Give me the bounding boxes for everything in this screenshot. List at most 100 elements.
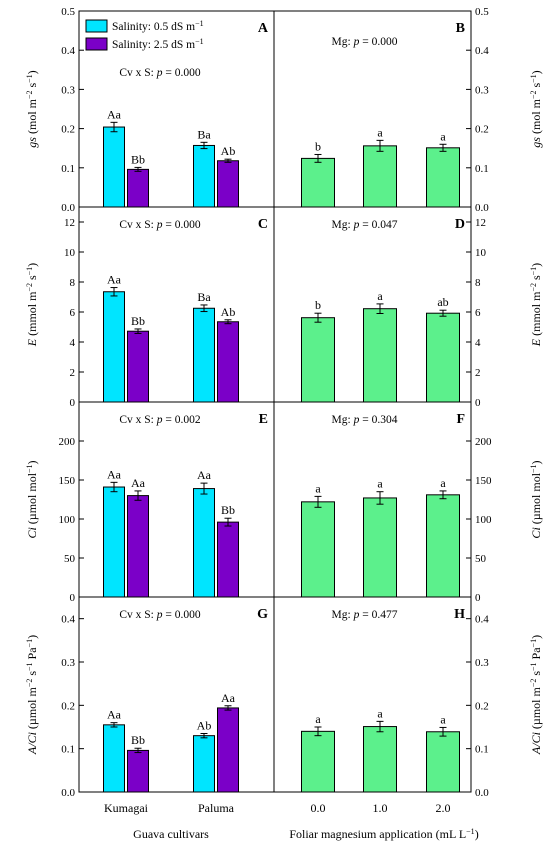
bar-label: a bbox=[440, 712, 446, 726]
bar-label: a bbox=[377, 477, 383, 491]
bar-label: Aa bbox=[107, 467, 122, 481]
y-tick-label: 0 bbox=[70, 592, 76, 604]
y-axis-label: E (mmol m−2 s−1) bbox=[529, 263, 544, 347]
legend-label: Salinity: 2.5 dS m−1 bbox=[112, 37, 204, 52]
panel-C: 0 2 4 6 8 10 12 E (mmol m−2 s−1) C Cv x S: p = 0.… bbox=[25, 217, 269, 409]
bar bbox=[103, 486, 125, 598]
y-tick-label: 0.4 bbox=[61, 45, 75, 57]
y-tick-label: 4 bbox=[70, 337, 76, 349]
bar-label: Ab bbox=[197, 719, 212, 733]
panel-letter: B bbox=[456, 21, 465, 36]
bar bbox=[193, 488, 215, 598]
bar bbox=[363, 497, 397, 598]
y-tick-label: 0.3 bbox=[61, 84, 75, 96]
bar bbox=[193, 307, 215, 403]
panel-letter: H bbox=[454, 607, 465, 622]
panel-D: 0 2 4 6 8 10 12 E (mmol m−2 s−1) D Mg: p = 0.047 b… bbox=[301, 217, 544, 409]
bar-label: Aa bbox=[221, 691, 236, 705]
y-tick-label: 0.2 bbox=[475, 700, 489, 712]
stat-text: Mg: p = 0.047 bbox=[332, 219, 398, 231]
y-tick-label: 0.4 bbox=[475, 614, 489, 626]
bar bbox=[363, 308, 397, 403]
panel-E: 0 50 100 150 200 Ci (µmol mol−1) E Cv x S: p = … bbox=[25, 412, 269, 604]
y-tick-label: 0.2 bbox=[61, 124, 75, 136]
panel-letter: A bbox=[258, 21, 269, 36]
legend-swatch bbox=[85, 37, 108, 51]
y-axis-label: gs (mol m−2 s−1) bbox=[25, 70, 40, 147]
bar-label: b bbox=[315, 298, 321, 312]
bar-label: ab bbox=[437, 295, 448, 309]
x-tick-label: Paluma bbox=[198, 801, 235, 815]
bar-label: Ab bbox=[221, 144, 236, 158]
bar-label: b bbox=[315, 139, 321, 153]
bar bbox=[301, 317, 335, 403]
stat-text: Cv x S: p = 0.000 bbox=[119, 609, 201, 621]
bar bbox=[193, 735, 215, 793]
y-tick-label: 200 bbox=[59, 436, 76, 448]
bar bbox=[217, 521, 239, 598]
y-tick-label: 0 bbox=[475, 592, 481, 604]
x-tick-label: Kumagai bbox=[104, 801, 149, 815]
bar bbox=[103, 126, 125, 208]
x-tick-label: 1.0 bbox=[373, 801, 388, 815]
y-tick-label: 150 bbox=[59, 475, 76, 487]
y-tick-label: 4 bbox=[475, 337, 481, 349]
y-tick-label: 0 bbox=[475, 397, 481, 409]
panel-letter: F bbox=[456, 412, 465, 427]
bar bbox=[127, 330, 149, 403]
bar bbox=[217, 321, 239, 403]
bar-label: Aa bbox=[107, 107, 122, 121]
bar-label: a bbox=[315, 481, 321, 495]
y-axis-label: E (mmol m−2 s−1) bbox=[25, 263, 40, 347]
bar bbox=[127, 495, 149, 598]
bar-label: a bbox=[377, 706, 383, 720]
y-axis-label: Ci (µmol mol−1) bbox=[529, 460, 544, 538]
y-tick-label: 50 bbox=[64, 553, 76, 565]
y-tick-label: 0.1 bbox=[475, 163, 489, 175]
y-tick-label: 0.0 bbox=[61, 787, 75, 799]
y-tick-label: 0.1 bbox=[61, 163, 75, 175]
y-axis-label: A/Ci (µmol m−2 s−1 Pa−1) bbox=[25, 635, 40, 755]
panel-F: 0 50 100 150 200 Ci (µmol mol−1) F Mg: p = 0.30… bbox=[301, 412, 544, 604]
bar bbox=[217, 160, 239, 208]
y-axis-label: A/Ci (µmol m−2 s−1 Pa−1) bbox=[529, 635, 544, 755]
legend-label: Salinity: 0.5 dS m−1 bbox=[112, 19, 204, 34]
stat-text: Cv x S: p = 0.000 bbox=[119, 219, 201, 231]
bar-label: Bb bbox=[221, 503, 235, 517]
y-tick-label: 0.5 bbox=[475, 6, 489, 18]
bar-label: a bbox=[315, 712, 321, 726]
stat-text: Mg: p = 0.000 bbox=[332, 36, 398, 48]
y-axis-label: Ci (µmol mol−1) bbox=[25, 460, 40, 538]
bar-label: Ba bbox=[197, 290, 211, 304]
bar bbox=[193, 144, 215, 208]
stat-text: Cv x S: p = 0.000 bbox=[119, 67, 201, 79]
bar-label: Bb bbox=[131, 314, 145, 328]
legend: Salinity: 0.5 dS m−1 Salinity: 2.5 dS m−1 bbox=[85, 19, 204, 52]
y-axis-label: gs (mol m−2 s−1) bbox=[529, 70, 544, 147]
y-tick-label: 8 bbox=[70, 277, 76, 289]
x-tick-label: 2.0 bbox=[436, 801, 451, 815]
y-tick-label: 50 bbox=[475, 553, 487, 565]
y-tick-label: 0.4 bbox=[475, 45, 489, 57]
stat-text: Mg: p = 0.477 bbox=[332, 609, 398, 621]
bar-label: Aa bbox=[197, 468, 212, 482]
x-axis-title-left: Guava cultivars bbox=[133, 827, 209, 841]
bar bbox=[127, 749, 149, 793]
y-tick-label: 200 bbox=[475, 436, 492, 448]
y-tick-label: 0.5 bbox=[61, 6, 75, 18]
panel-G: 0.0 0.1 0.2 0.3 0.4 A/Ci (µmol m−2 s−1 Pa−1) G… bbox=[25, 607, 269, 799]
y-tick-label: 6 bbox=[70, 307, 76, 319]
y-tick-label: 0.1 bbox=[475, 744, 489, 756]
y-tick-label: 0.1 bbox=[61, 744, 75, 756]
bar-label: a bbox=[440, 129, 446, 143]
y-tick-label: 0.3 bbox=[475, 84, 489, 96]
y-tick-label: 0.0 bbox=[475, 202, 489, 214]
panel-H: 0.0 0.1 0.2 0.3 0.4 A/Ci (µmol m−2 s−1 Pa−1) H… bbox=[301, 607, 544, 799]
bar-label: Aa bbox=[131, 476, 146, 490]
x-tick-label: 0.0 bbox=[311, 801, 326, 815]
y-tick-label: 100 bbox=[59, 514, 76, 526]
bar bbox=[301, 501, 335, 598]
panel-A: 0.0 0.1 0.2 0.3 0.4 0.5 gs (mol m−2 s−1) A Cv x … bbox=[25, 6, 269, 214]
y-tick-label: 0.2 bbox=[61, 700, 75, 712]
